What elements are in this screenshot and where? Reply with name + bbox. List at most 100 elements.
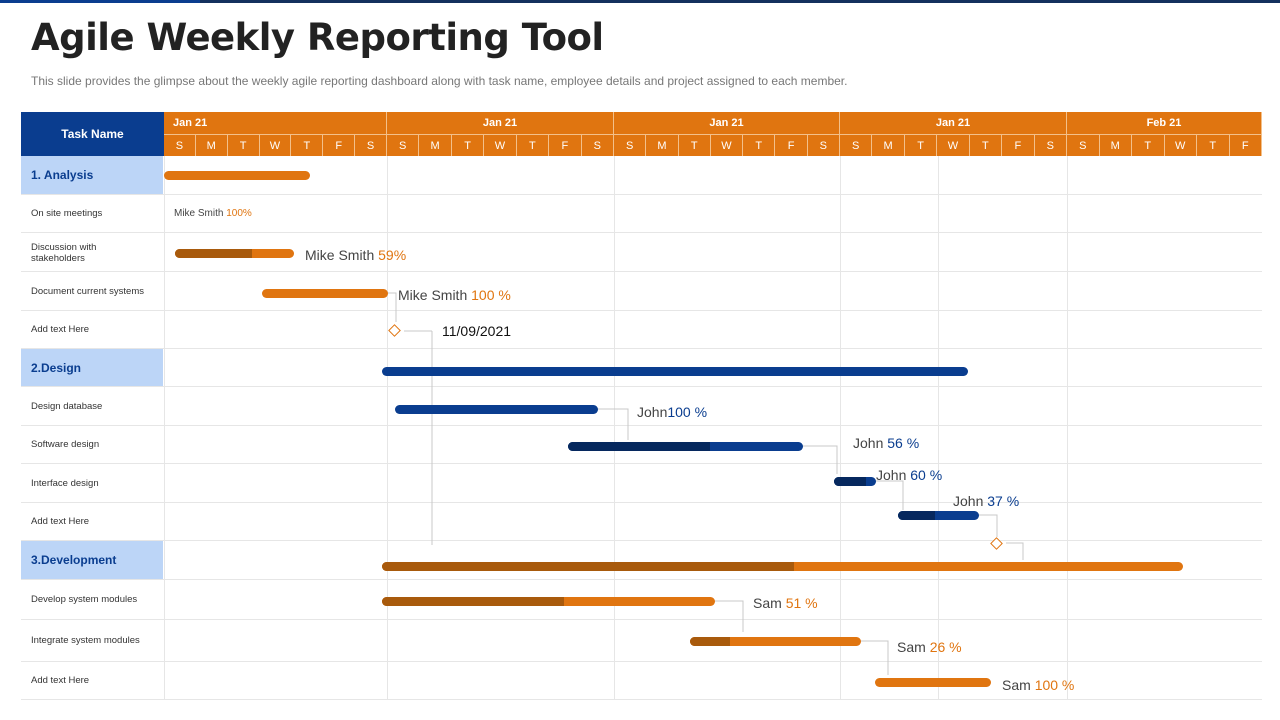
- label-document: Mike Smith 100 %: [398, 287, 511, 303]
- bar-design-database[interactable]: [395, 405, 598, 414]
- day-header: T: [904, 134, 938, 156]
- week-header: Jan 21: [614, 112, 840, 134]
- label-interface-design: John 60 %: [876, 467, 943, 483]
- day-header: S: [581, 134, 614, 156]
- connector: [404, 330, 433, 545]
- task-name: Add text Here: [31, 324, 90, 335]
- group-label: 3.Development: [21, 541, 163, 579]
- week-header: Jan 21: [387, 112, 614, 134]
- task-name: Design database: [31, 400, 103, 412]
- grid-line: [1067, 156, 1068, 700]
- connector: [861, 640, 889, 675]
- bar-development-extra[interactable]: [875, 678, 991, 687]
- label-software-design: John 56 %: [853, 435, 920, 451]
- bar-design[interactable]: [382, 367, 968, 376]
- day-header: S: [355, 134, 387, 156]
- connector: [1006, 542, 1024, 560]
- task-name: Document current systems: [31, 285, 144, 297]
- bar-discussion[interactable]: [175, 249, 294, 258]
- label-integrate-modules: Sam 26 %: [897, 639, 962, 655]
- table-row: [21, 349, 1262, 387]
- day-header: S: [840, 134, 873, 156]
- table-row: [21, 426, 1262, 464]
- task-name: Software design: [31, 439, 100, 450]
- day-header: S: [1034, 134, 1067, 156]
- connector: [715, 600, 744, 632]
- day-header: S: [164, 134, 196, 156]
- label-discussion: Mike Smith 59%: [305, 247, 407, 263]
- day-header: T: [291, 134, 324, 156]
- label-develop-modules: Sam 51 %: [753, 595, 818, 611]
- day-header: T: [451, 134, 485, 156]
- day-header: W: [259, 134, 292, 156]
- table-row: [21, 156, 1262, 195]
- day-header: F: [323, 134, 356, 156]
- day-header: F: [1229, 134, 1262, 156]
- task-name: Integrate system modules: [31, 635, 140, 646]
- day-header: W: [1164, 134, 1197, 156]
- day-header: W: [710, 134, 744, 156]
- day-header: S: [387, 134, 420, 156]
- task-name: On site meetings: [31, 208, 103, 219]
- day-header: M: [195, 134, 228, 156]
- day-header: T: [1197, 134, 1230, 156]
- grid-line: [938, 156, 939, 700]
- page-subtitle: This slide provides the glimpse about th…: [31, 74, 848, 88]
- bar-design-extra[interactable]: [898, 511, 979, 520]
- table-row: [21, 387, 1262, 426]
- label-design-extra: John 37 %: [953, 493, 1020, 509]
- day-header: W: [937, 134, 970, 156]
- table-row: [21, 503, 1262, 541]
- label-design-database: John100 %: [637, 404, 708, 420]
- week-header: Jan 21: [164, 112, 387, 134]
- table-row: [21, 272, 1262, 311]
- table-row: [21, 620, 1262, 662]
- milestone-date: 11/09/2021: [442, 323, 512, 339]
- grid-line: [387, 156, 388, 700]
- task-name-header: Task Name: [21, 112, 164, 156]
- day-header: S: [614, 134, 647, 156]
- day-header: T: [1132, 134, 1165, 156]
- day-header: F: [549, 134, 582, 156]
- group-label: 2.Design: [21, 349, 163, 386]
- day-header: M: [646, 134, 679, 156]
- day-header: F: [775, 134, 808, 156]
- day-header: S: [1067, 134, 1100, 156]
- connector: [388, 292, 397, 322]
- table-row: [21, 311, 1262, 349]
- bar-document[interactable]: [262, 289, 388, 298]
- task-name: Interface design: [31, 477, 99, 489]
- page-title: Agile Weekly Reporting Tool: [31, 16, 604, 59]
- day-header: M: [1099, 134, 1132, 156]
- connector: [979, 514, 998, 537]
- table-row: [21, 195, 1262, 233]
- bar-integrate-modules[interactable]: [690, 637, 861, 646]
- bar-develop-modules[interactable]: [382, 597, 715, 606]
- day-header: T: [743, 134, 776, 156]
- bar-software-design[interactable]: [568, 442, 803, 451]
- task-name: Develop system modules: [31, 594, 138, 605]
- bar-development[interactable]: [382, 562, 1183, 571]
- table-row: [21, 464, 1262, 503]
- grid-line: [840, 156, 841, 700]
- bar-analysis[interactable]: [164, 171, 310, 180]
- bar-interface-design[interactable]: [834, 477, 876, 486]
- day-header: T: [969, 134, 1003, 156]
- day-header: M: [419, 134, 452, 156]
- day-header: S: [807, 134, 840, 156]
- task-name: Discussion with stakeholders: [31, 241, 97, 264]
- day-header: T: [678, 134, 711, 156]
- week-header: Feb 21: [1067, 112, 1262, 134]
- group-label: 1. Analysis: [21, 156, 163, 194]
- day-header: M: [872, 134, 905, 156]
- connector: [803, 445, 838, 474]
- table-row: [21, 541, 1262, 580]
- day-header: T: [516, 134, 550, 156]
- table-row: [21, 233, 1262, 272]
- grid-line: [614, 156, 615, 700]
- label-on-site: Mike Smith 100%: [174, 208, 252, 219]
- connector: [598, 408, 629, 440]
- top-accent-line: [0, 0, 1280, 3]
- label-development-extra: Sam 100 %: [1002, 677, 1075, 693]
- task-name: Add text Here: [31, 675, 90, 686]
